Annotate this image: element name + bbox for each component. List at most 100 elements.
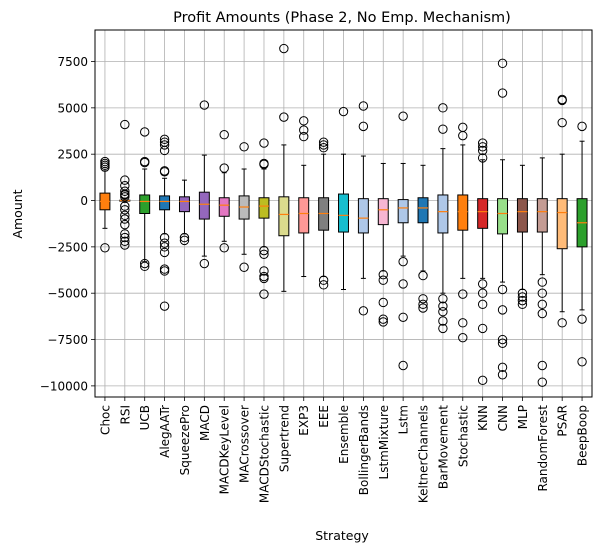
outlier-point <box>120 119 130 130</box>
outlier-point <box>358 101 369 111</box>
box-EXP3 <box>298 116 310 278</box>
outlier-point <box>517 288 528 298</box>
outlier-point <box>378 317 388 327</box>
x-tick-label: EXP3 <box>297 405 311 436</box>
outlier-point <box>378 314 388 324</box>
x-tick-label: Lstm <box>397 405 411 434</box>
outlier-point <box>438 307 448 317</box>
y-tick-label: −2500 <box>47 240 88 254</box>
outlier-point <box>120 175 130 185</box>
x-tick-label: UCB <box>138 405 152 430</box>
outlier-point <box>179 232 190 243</box>
outlier-point <box>477 142 488 152</box>
box-EEE <box>318 137 330 290</box>
box-iqr <box>397 199 409 224</box>
outlier-point <box>477 375 488 386</box>
outlier-point <box>418 303 428 313</box>
box-iqr <box>258 197 270 219</box>
outlier-point <box>358 306 369 316</box>
outlier-point <box>477 145 488 156</box>
box-iqr <box>198 191 210 220</box>
outlier-point <box>438 124 448 134</box>
outlier-point <box>159 266 170 276</box>
box-iqr <box>457 194 469 231</box>
outlier-point <box>438 316 448 326</box>
outlier-point <box>418 299 428 310</box>
outlier-point <box>318 275 329 285</box>
x-tick-label: SqueezePro <box>178 405 192 475</box>
outlier-point <box>418 294 428 304</box>
outlier-point <box>120 232 130 243</box>
outlier-point <box>120 236 130 247</box>
outlier-point <box>577 121 587 132</box>
y-tick-label: 2500 <box>57 148 88 162</box>
box-iqr <box>159 195 171 211</box>
chart-title: Profit Amounts (Phase 2, No Emp. Mechani… <box>173 10 511 26</box>
outlier-point <box>140 127 150 137</box>
outlier-point <box>159 145 170 156</box>
outlier-point <box>259 289 269 299</box>
box-iqr <box>377 198 389 226</box>
outlier-point <box>418 270 428 281</box>
x-tick-label: RSI <box>118 405 132 425</box>
x-tick-label: PSAR <box>556 405 570 437</box>
outlier-point <box>537 299 547 310</box>
outlier-point <box>120 201 130 211</box>
x-tick-label: BarMovement <box>436 405 450 489</box>
y-axis-ticks: −10000 −7500 −5000 −2500 0 2500 5000 7500 <box>40 55 95 393</box>
box-RSI <box>119 119 131 250</box>
outlier-point <box>199 258 210 269</box>
outlier-point <box>537 277 547 287</box>
outlier-point <box>477 153 488 163</box>
y-tick-label: −10000 <box>40 379 88 393</box>
box-KNN <box>477 138 489 386</box>
outlier-point <box>497 284 508 295</box>
outlier-point <box>239 262 249 272</box>
outlier-point <box>497 88 508 98</box>
outlier-point <box>120 240 130 250</box>
outlier-point <box>318 280 329 290</box>
outlier-point <box>120 192 130 202</box>
outlier-point <box>259 266 269 276</box>
outlier-point <box>259 138 269 148</box>
outlier-point <box>398 360 408 371</box>
box-Choc <box>99 156 111 253</box>
box-iqr <box>357 198 369 234</box>
outlier-point <box>199 100 210 110</box>
box-iqr <box>516 198 528 233</box>
box-PSAR <box>556 94 568 328</box>
outlier-point <box>497 334 508 345</box>
outlier-point <box>537 308 547 319</box>
x-tick-label: MACD <box>198 405 212 441</box>
outlier-point <box>497 305 508 315</box>
box-iqr <box>497 198 509 235</box>
outlier-point <box>100 243 110 253</box>
x-tick-label: Ensemble <box>337 405 351 464</box>
outlier-point <box>398 279 408 289</box>
outlier-point <box>557 117 567 128</box>
x-tick-label: CNN <box>496 405 510 431</box>
box-iqr <box>338 193 349 233</box>
outlier-point <box>120 210 130 221</box>
box-iqr <box>278 196 290 237</box>
x-tick-label: MACrossover <box>238 405 252 483</box>
outlier-point <box>557 95 567 106</box>
outlier-point <box>219 163 229 173</box>
outlier-point <box>338 106 349 117</box>
outlier-point <box>318 137 329 147</box>
x-tick-label: MACDKeyLevel <box>218 405 232 494</box>
box-MLP <box>516 164 528 310</box>
box-iqr <box>437 194 449 234</box>
x-axis-label: Strategy <box>315 528 369 543</box>
box-UCB <box>139 127 151 272</box>
outlier-point <box>159 301 170 311</box>
x-tick-label: MACDStochastic <box>257 405 271 503</box>
y-tick-label: 0 <box>80 194 88 208</box>
box-Stochastic <box>457 122 469 343</box>
outlier-point <box>537 288 547 298</box>
outlier-point <box>358 121 369 132</box>
x-tick-label: Supertrend <box>277 405 291 472</box>
box-iqr <box>556 198 568 250</box>
box-iqr <box>139 194 151 214</box>
